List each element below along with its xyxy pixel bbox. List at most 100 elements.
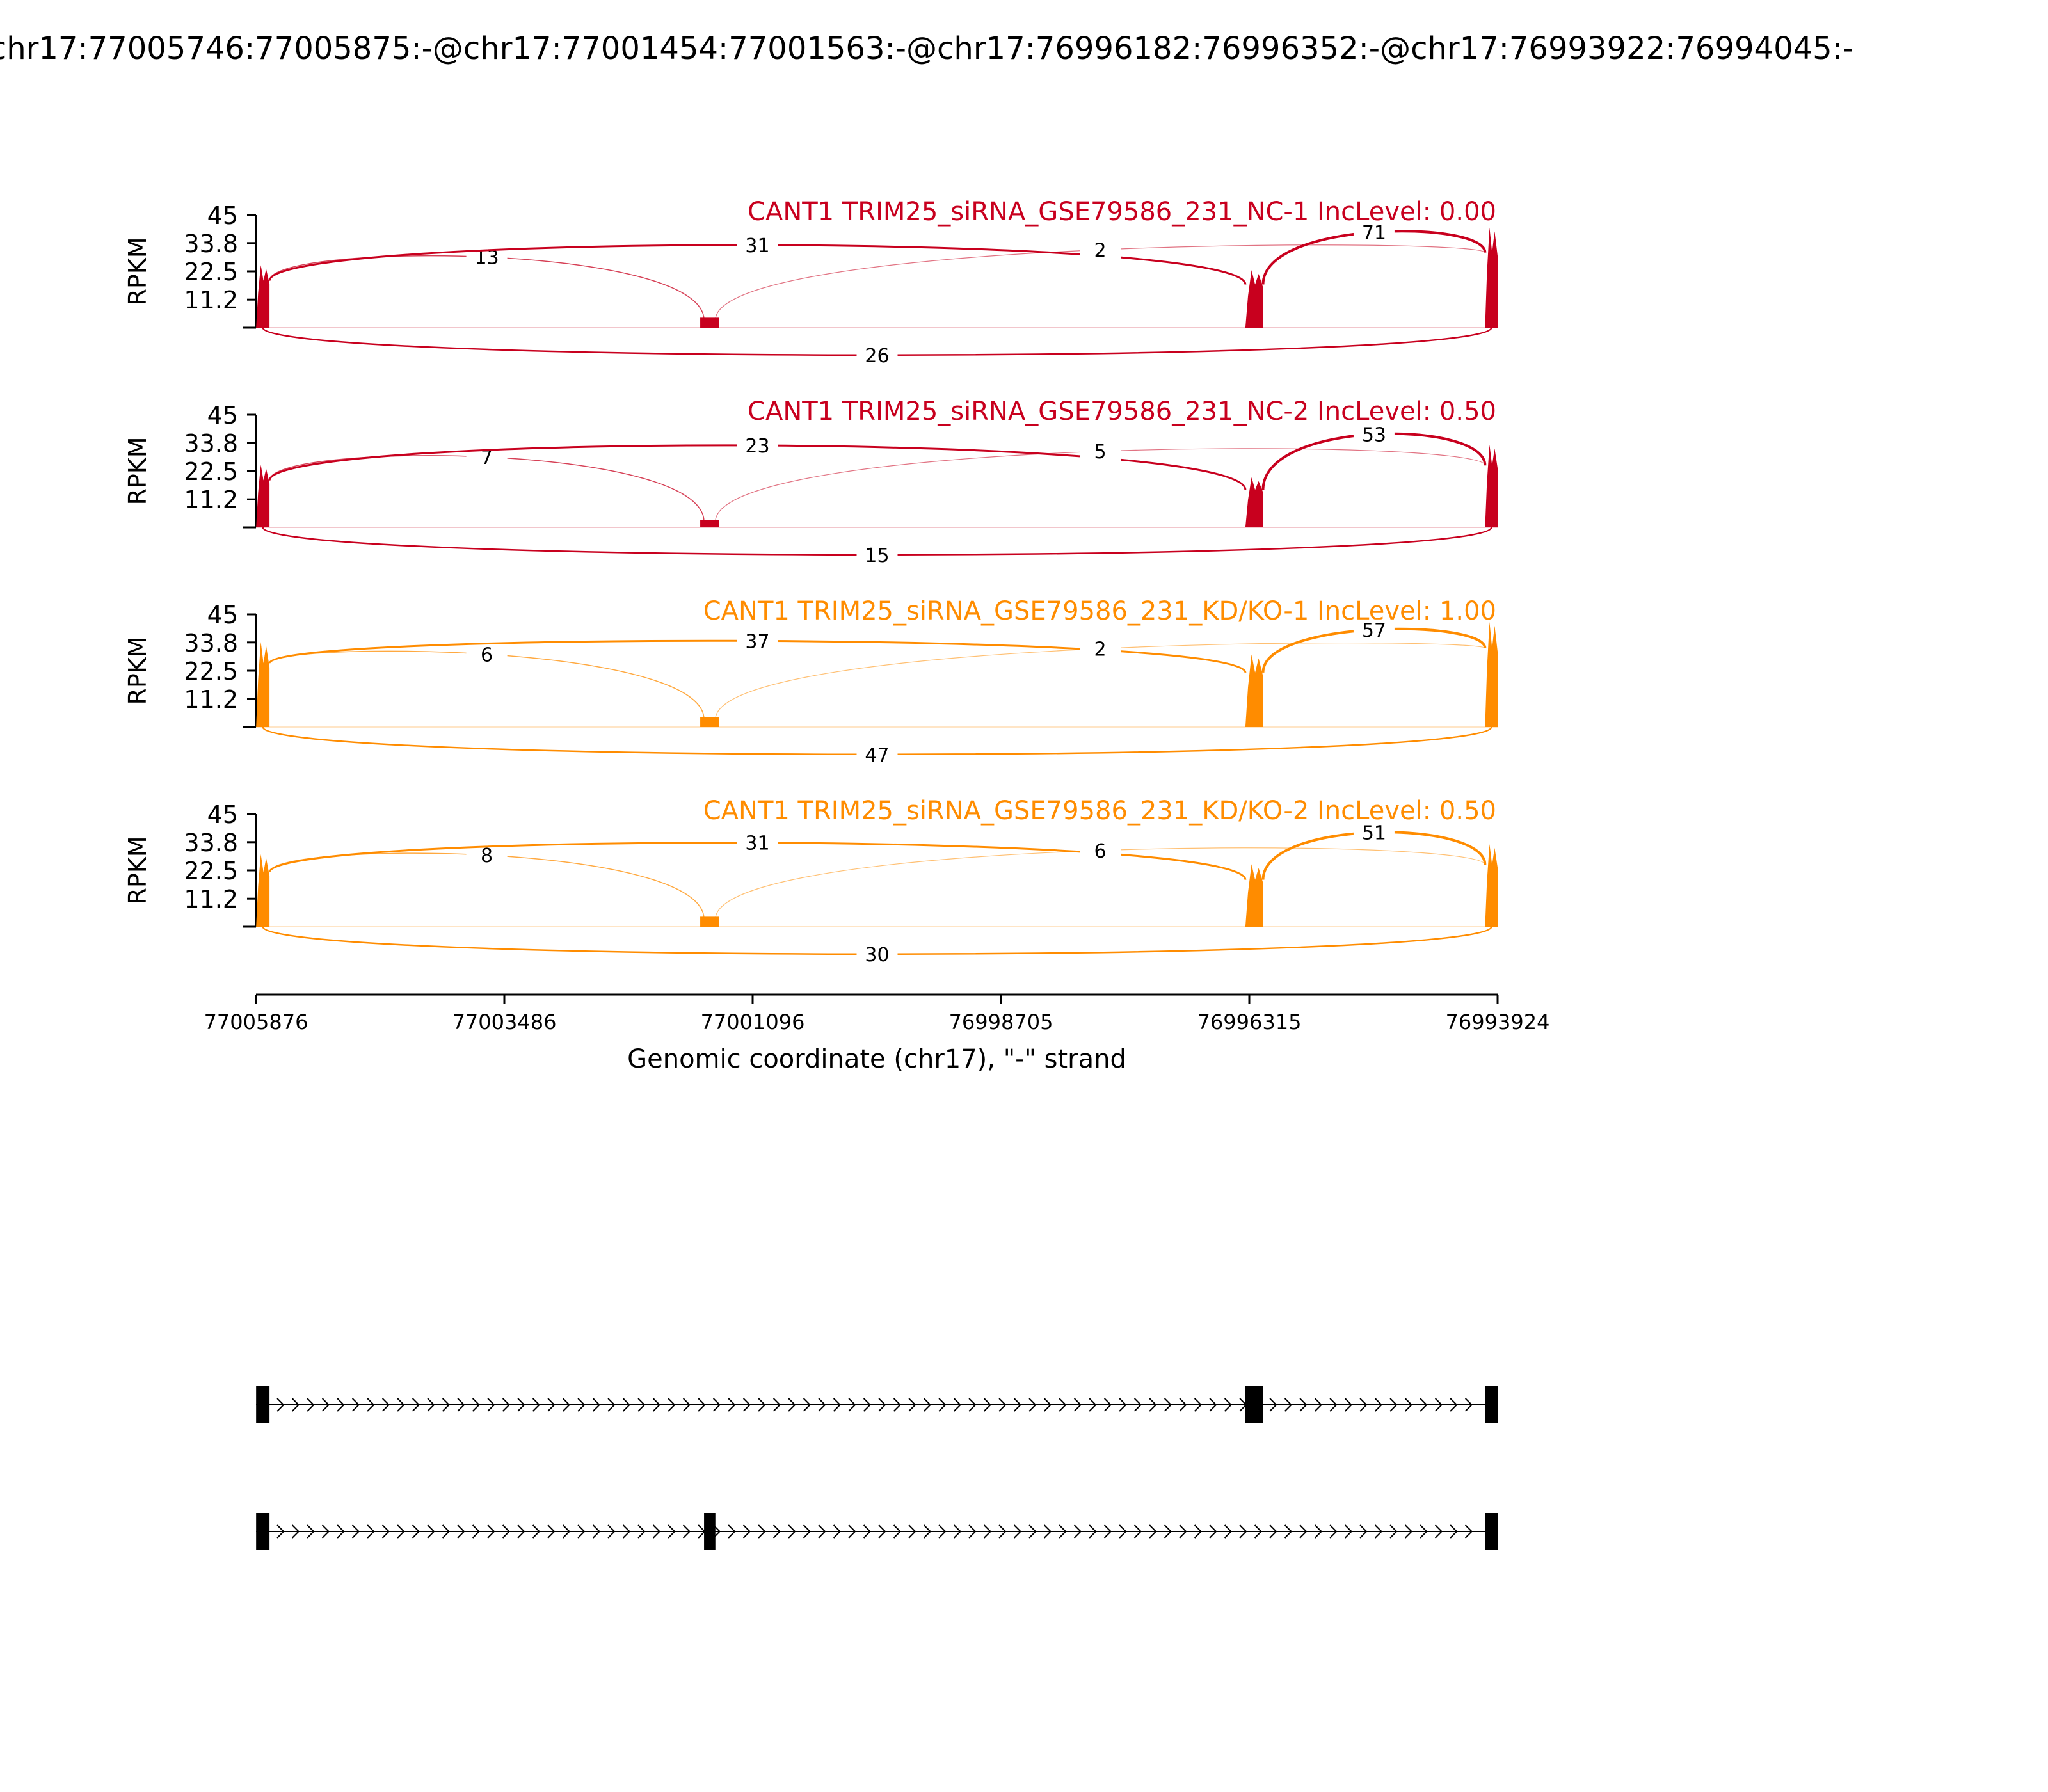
coverage-block [1485, 444, 1498, 527]
strand-arrow [502, 1524, 511, 1539]
y-axis-label: RPKM [124, 436, 152, 505]
exon-block [704, 1513, 716, 1550]
strand-arrow [291, 1524, 300, 1539]
strand-arrow [1103, 1398, 1112, 1412]
strand-arrow [276, 1524, 285, 1539]
strand-arrow [998, 1398, 1007, 1412]
strand-arrow [998, 1524, 1007, 1539]
strand-arrow [381, 1524, 390, 1539]
strand-arrow [517, 1398, 525, 1412]
isoform-track [256, 1513, 1498, 1550]
coverage-block [1245, 270, 1263, 328]
strand-arrow [1043, 1398, 1052, 1412]
strand-arrow [1224, 1524, 1233, 1539]
junction-label-bg [1353, 221, 1395, 243]
strand-arrow [968, 1524, 977, 1539]
strand-arrow [291, 1398, 300, 1412]
strand-arrow [1194, 1524, 1203, 1539]
strand-arrow [1434, 1524, 1443, 1539]
coverage-block [1245, 654, 1263, 727]
strand-arrow [1284, 1524, 1293, 1539]
strand-arrow [1133, 1524, 1142, 1539]
junction-count-label: 57 [1362, 620, 1386, 642]
strand-arrow [1164, 1398, 1172, 1412]
strand-arrow [1179, 1398, 1187, 1412]
junction-count-label: 51 [1362, 822, 1386, 845]
strand-arrow [442, 1398, 451, 1412]
strand-arrow [622, 1398, 631, 1412]
strand-arrow [412, 1524, 420, 1539]
strand-arrow [1239, 1524, 1247, 1539]
y-tick-label: 33.8 [184, 429, 238, 458]
strand-arrow [487, 1524, 495, 1539]
strand-arrow [1284, 1398, 1293, 1412]
strand-arrow [1404, 1524, 1413, 1539]
junction-count-label: 30 [865, 944, 889, 966]
junction-label-bg [466, 644, 508, 665]
strand-arrow [1013, 1398, 1022, 1412]
strand-arrow [728, 1398, 736, 1412]
junction-label-bg [737, 435, 778, 456]
strand-arrow [1209, 1524, 1217, 1539]
strand-arrow [1133, 1398, 1142, 1412]
strand-arrow [1344, 1524, 1353, 1539]
junction-count-label: 8 [481, 845, 493, 867]
strand-arrow [848, 1398, 856, 1412]
y-tick-label: 22.5 [184, 857, 238, 885]
strand-arrow [1464, 1398, 1473, 1412]
strand-arrow [908, 1524, 916, 1539]
coverage-block [256, 854, 270, 927]
strand-arrow [983, 1524, 992, 1539]
strand-arrow [1179, 1524, 1187, 1539]
y-tick-label: 22.5 [184, 258, 238, 286]
junction-count-label: 31 [745, 235, 769, 257]
exon-block [256, 1513, 270, 1550]
strand-arrow [562, 1398, 571, 1412]
strand-arrow [1149, 1524, 1157, 1539]
junction-label-bg [1353, 822, 1395, 843]
strand-arrow [457, 1398, 465, 1412]
y-tick-label: 22.5 [184, 657, 238, 685]
strand-arrow [833, 1524, 842, 1539]
strand-arrow [923, 1524, 932, 1539]
strand-arrow [938, 1398, 947, 1412]
coverage-block [256, 265, 270, 328]
junction-label-bg [466, 845, 508, 866]
strand-arrow [577, 1524, 586, 1539]
coverage-block [256, 465, 270, 527]
strand-arrow [502, 1398, 511, 1412]
junction-count-label: 31 [745, 833, 769, 855]
strand-arrow [953, 1398, 962, 1412]
junction-count-label: 23 [745, 435, 769, 458]
strand-arrow [712, 1524, 721, 1539]
strand-arrow [397, 1524, 405, 1539]
strand-arrow [592, 1398, 601, 1412]
strand-arrow [698, 1398, 706, 1412]
coverage-block [700, 717, 719, 727]
y-tick-label: 45 [207, 202, 238, 230]
strand-arrow [668, 1524, 676, 1539]
strand-arrow [1013, 1524, 1022, 1539]
chart-title: chr17:77005746:77005875:-@chr17:77001454… [0, 31, 1853, 67]
strand-arrow [1314, 1524, 1323, 1539]
strand-arrow [968, 1398, 977, 1412]
strand-arrow [1149, 1398, 1157, 1412]
strand-arrow [351, 1524, 360, 1539]
strand-arrow [1344, 1398, 1353, 1412]
junction-count-label: 6 [481, 644, 493, 666]
strand-arrow [1359, 1524, 1368, 1539]
junction-count-label: 15 [865, 545, 889, 567]
junction-label-bg [1353, 424, 1395, 445]
strand-arrow [1374, 1524, 1383, 1539]
x-tick-label: 76993924 [1446, 1010, 1550, 1034]
strand-arrow [607, 1524, 616, 1539]
junction-label-bg [856, 345, 898, 365]
strand-arrow [547, 1398, 556, 1412]
junction-count-label: 6 [1094, 840, 1107, 863]
strand-arrow [472, 1398, 481, 1412]
strand-arrow [307, 1398, 315, 1412]
x-axis-label: Genomic coordinate (chr17), "-" strand [627, 1044, 1126, 1074]
strand-arrow [321, 1398, 330, 1412]
